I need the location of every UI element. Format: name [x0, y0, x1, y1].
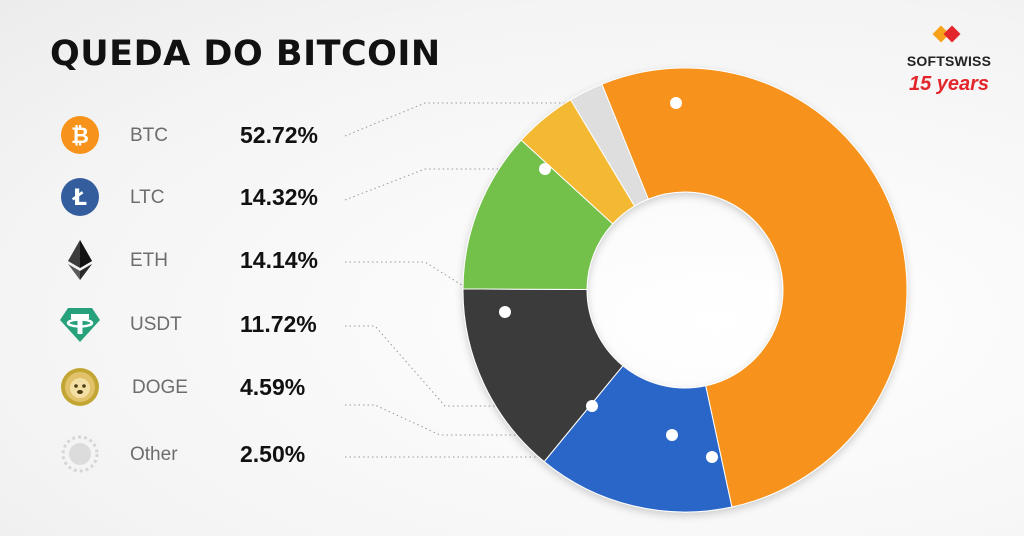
slice-eth: [462, 288, 624, 463]
dogecoin-icon: [61, 368, 99, 406]
ethereum-icon: [68, 240, 92, 280]
legend-label: USDT: [130, 314, 182, 335]
slice-other: [569, 83, 649, 207]
softswiss-logo-icon: [932, 25, 961, 43]
legend-row-doge: DOGE 4.59%: [60, 367, 360, 411]
legend-label: BTC: [130, 125, 168, 146]
legend-row-other: Other 2.50%: [60, 434, 360, 478]
slice-marker-eth: [499, 306, 511, 318]
leader-line-doge: [345, 404, 672, 436]
legend-value: 4.59%: [240, 374, 306, 400]
slice-marker-ltc: [539, 163, 551, 175]
legend-row-usdt: USDT 11.72%: [60, 304, 360, 348]
legend-value: 14.32%: [240, 184, 319, 210]
logo-years: 15 years: [908, 73, 990, 95]
softswiss-logo: SOFTSWISS 15 years: [904, 22, 994, 96]
slice-marker-doge: [666, 429, 678, 441]
leader-line-btc: [344, 102, 676, 137]
legend-row-ltc: Ł LTC 14.32%: [60, 177, 360, 221]
legend-value: 14.14%: [240, 247, 319, 273]
other-coin-icon: [61, 435, 99, 473]
legend-label: LTC: [130, 187, 165, 208]
slice-ltc: [543, 365, 733, 513]
legend-label: DOGE: [132, 377, 188, 398]
legend-value: 52.72%: [240, 122, 319, 148]
leader-line-ltc: [344, 168, 545, 201]
svg-text:₿: ₿: [71, 124, 89, 149]
slice-usdt: [462, 139, 614, 291]
page-title: QUEDA DO BITCOIN: [50, 34, 441, 74]
bitcoin-icon: ₿: [61, 116, 99, 154]
legend-label: ETH: [130, 250, 168, 271]
litecoin-icon: Ł: [61, 178, 99, 216]
legend-row-btc: ₿ BTC 52.72%: [60, 115, 360, 159]
logo-brand: SOFTSWISS: [906, 53, 992, 69]
leader-line-usdt: [345, 325, 592, 407]
slice-btc: [601, 67, 908, 508]
svg-text:Ł: Ł: [72, 186, 87, 211]
tether-icon: [60, 308, 100, 342]
legend-value: 2.50%: [240, 441, 306, 467]
slice-marker-other: [706, 451, 718, 463]
legend-value: 11.72%: [240, 311, 317, 337]
slice-marker-usdt: [586, 400, 598, 412]
slice-marker-btc: [670, 97, 682, 109]
legend-row-eth: ETH 14.14%: [60, 240, 360, 284]
legend-label: Other: [130, 444, 178, 465]
